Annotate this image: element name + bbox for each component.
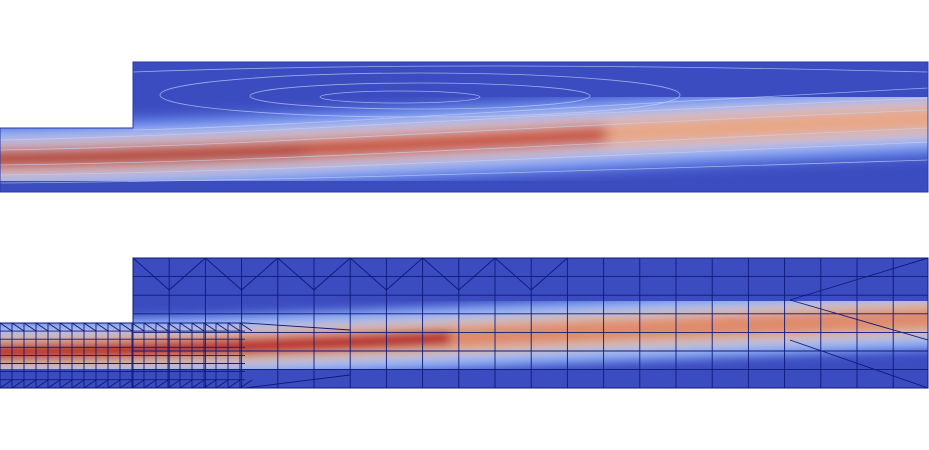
- mesh-edge: [11, 322, 25, 332]
- mesh-edge: [95, 322, 109, 332]
- mesh-edge: [244, 374, 351, 388]
- mesh-edge: [143, 379, 157, 388]
- mesh-lines: [0, 258, 928, 388]
- mesh-edge: [215, 322, 229, 332]
- mesh-edge: [179, 379, 193, 388]
- mesh-edge: [241, 258, 279, 291]
- mesh-edge: [530, 258, 568, 291]
- mesh-edge: [71, 322, 85, 332]
- mesh-edge: [47, 322, 61, 332]
- mesh-edge: [277, 258, 315, 291]
- mesh-edge: [789, 339, 928, 388]
- mesh-edge: [313, 258, 351, 291]
- mesh-edge: [35, 379, 49, 388]
- mesh-edge: [131, 322, 145, 332]
- mesh-edge: [95, 379, 109, 388]
- mesh-edge: [83, 379, 97, 388]
- mesh-edge: [244, 322, 351, 331]
- mesh-field: [0, 258, 928, 388]
- mesh-edge: [107, 379, 121, 388]
- mesh-edge: [23, 322, 37, 332]
- mesh-edge: [179, 322, 193, 332]
- mesh-edge: [11, 379, 25, 388]
- mesh-edge: [239, 379, 253, 388]
- mesh-edge: [155, 322, 169, 332]
- mesh-edge: [191, 379, 205, 388]
- mesh-edge: [239, 322, 253, 332]
- mesh-edge: [132, 258, 170, 291]
- mesh-edge: [215, 379, 229, 388]
- velocity-band: [0, 83, 928, 192]
- streamlines: [0, 65, 928, 184]
- mesh-edge: [167, 322, 181, 332]
- mesh-edge: [35, 322, 49, 332]
- mesh-edge: [143, 322, 157, 332]
- mesh-edge: [494, 258, 532, 291]
- domain-outline: [0, 257, 929, 389]
- mesh-edge: [83, 322, 97, 332]
- mesh-edge: [386, 258, 423, 291]
- mesh-edge: [458, 258, 496, 291]
- mesh-edge: [227, 379, 241, 388]
- velocity-field: [0, 62, 928, 192]
- mesh-edge: [227, 322, 241, 332]
- mesh-edge: [71, 379, 85, 388]
- mesh-edge: [0, 379, 13, 388]
- mesh-edge: [789, 299, 928, 341]
- mesh-edge: [119, 322, 133, 332]
- mesh-edge: [203, 322, 217, 332]
- mesh-edge: [23, 379, 37, 388]
- mesh-edge: [167, 379, 181, 388]
- mesh-edge: [107, 322, 121, 332]
- mesh-edge: [131, 379, 145, 388]
- mesh-edge: [422, 258, 460, 291]
- domain-outline: [0, 61, 929, 193]
- mesh-edge: [205, 258, 242, 291]
- mesh-edge: [155, 379, 169, 388]
- mesh-edge: [59, 322, 73, 332]
- mesh-edge: [119, 379, 133, 388]
- mesh-edge: [203, 379, 217, 388]
- mesh-edge: [47, 379, 61, 388]
- mesh-edge: [191, 322, 205, 332]
- mesh-edge: [59, 379, 73, 388]
- mesh-edge: [168, 258, 206, 291]
- mesh-edge: [789, 258, 928, 301]
- mesh-edge: [349, 258, 387, 291]
- mesh-edge: [0, 322, 13, 332]
